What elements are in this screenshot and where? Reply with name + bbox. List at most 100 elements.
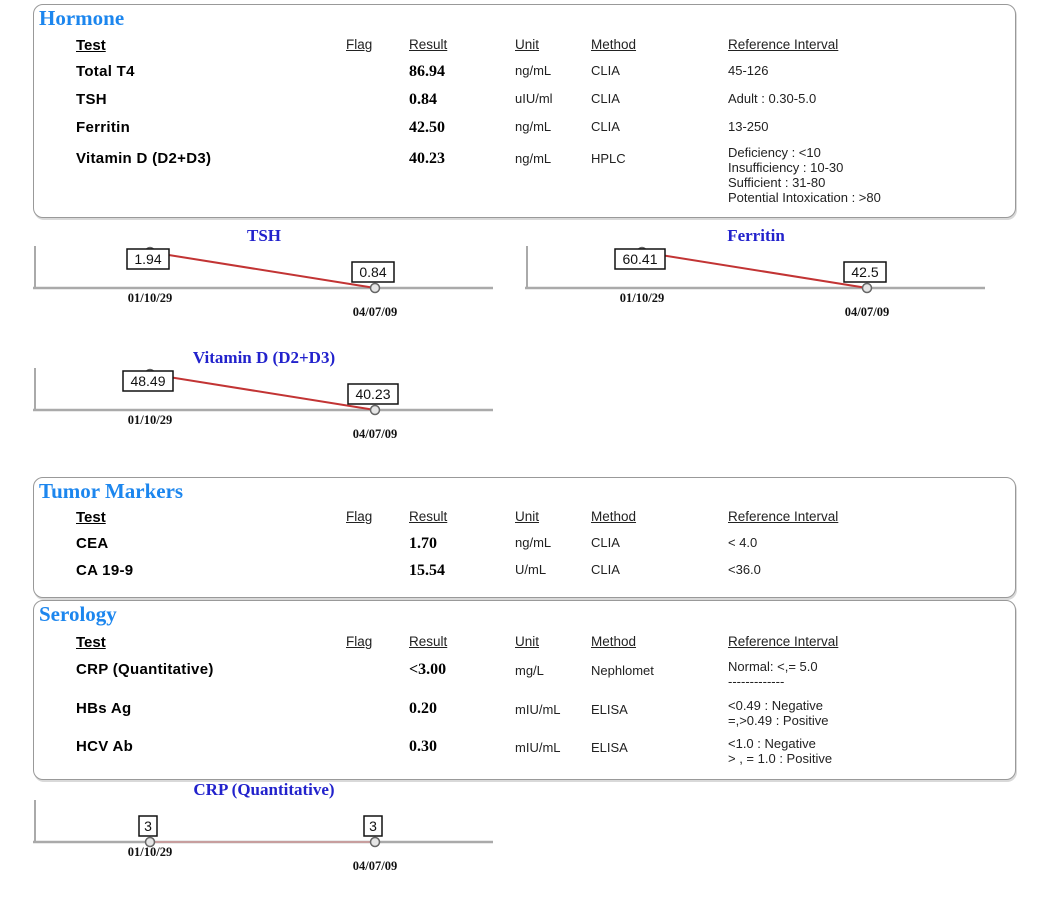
test-name: HBs Ag: [76, 700, 132, 717]
unit-value: uIU/ml: [515, 91, 553, 106]
unit-value: ng/mL: [515, 63, 552, 78]
result-value: <3.00: [409, 661, 447, 678]
result-value: 42.50: [409, 119, 445, 136]
unit-value: ng/mL: [515, 119, 552, 134]
reference-value: Deficiency : <10 Insufficiency : 10-30 S…: [728, 145, 881, 205]
test-name: TSH: [76, 91, 107, 108]
reference-value: <1.0 : Negative > , = 1.0 : Positive: [728, 736, 832, 766]
reference-line: > , = 1.0 : Positive: [728, 751, 833, 766]
method-value: ELISA: [591, 702, 628, 717]
reference-line: <0.49 : Negative: [728, 698, 824, 713]
reference-line: Sufficient : 31-80: [728, 175, 826, 190]
svg-text:04/07/09: 04/07/09: [845, 305, 889, 319]
unit-value: U/mL: [515, 562, 547, 577]
column-header-test: Test: [76, 509, 106, 526]
svg-text:01/10/29: 01/10/29: [128, 845, 172, 859]
test-name: CEA: [76, 535, 109, 552]
column-header-test: Test: [76, 37, 106, 54]
svg-text:04/07/09: 04/07/09: [353, 859, 397, 873]
svg-text:04/07/09: 04/07/09: [353, 427, 397, 441]
trend-plot: 3 3 01/10/29 04/07/09: [33, 800, 493, 873]
chart-title: TSH: [246, 226, 282, 245]
svg-text:60.41: 60.41: [622, 251, 657, 267]
column-header-flag: Flag: [346, 634, 373, 649]
result-value: 86.94: [409, 63, 445, 80]
unit-value: ng/mL: [515, 535, 552, 550]
method-value: CLIA: [591, 119, 620, 134]
trend-chart-tsh: TSH 1.94 0.84 01/10/29 04/07/09: [33, 226, 495, 328]
test-name: Total T4: [76, 63, 135, 80]
column-header-reference: Reference Interval: [728, 509, 839, 524]
reference-value: Adult : 0.30-5.0: [728, 91, 817, 106]
svg-text:3: 3: [369, 818, 377, 834]
trend-chart-ferritin: Ferritin 60.41 42.5 01/10/29 04/07/09: [525, 226, 987, 328]
column-header-result: Result: [409, 37, 448, 52]
column-header-result: Result: [409, 634, 448, 649]
column-header-flag: Flag: [346, 509, 373, 524]
result-value: 40.23: [409, 150, 445, 167]
method-value: Nephlomet: [591, 663, 654, 678]
reference-line: Deficiency : <10: [728, 145, 821, 160]
section-title-serology: Serology: [39, 602, 117, 626]
method-value: CLIA: [591, 91, 620, 106]
column-header-flag: Flag: [346, 37, 373, 52]
svg-text:01/10/29: 01/10/29: [128, 291, 172, 305]
method-value: CLIA: [591, 562, 620, 577]
reference-value: 45-126: [728, 63, 769, 78]
reference-line: Insufficiency : 10-30: [728, 160, 844, 175]
column-header-unit: Unit: [515, 634, 540, 649]
svg-text:04/07/09: 04/07/09: [353, 305, 397, 319]
chart-title: CRP (Quantitative): [193, 780, 335, 799]
trend-plot: 1.94 0.84 01/10/29 04/07/09: [33, 246, 493, 319]
svg-text:0.84: 0.84: [359, 264, 386, 280]
method-value: HPLC: [591, 151, 626, 166]
svg-text:1.94: 1.94: [134, 251, 161, 267]
test-name: HCV Ab: [76, 738, 134, 755]
column-header-result: Result: [409, 509, 448, 524]
column-header-reference: Reference Interval: [728, 37, 839, 52]
trend-chart-crp: CRP (Quantitative) 3 3 01/10/29 04/07/09: [33, 780, 495, 882]
section-title-hormone: Hormone: [39, 6, 125, 30]
column-header-method: Method: [591, 634, 637, 649]
trend-plot: 48.49 40.23 01/10/29 04/07/09: [33, 368, 493, 441]
trend-chart-vitamin-d: Vitamin D (D2+D3) 48.49 40.23 01/10/29 04/0…: [33, 348, 495, 450]
column-header-method: Method: [591, 509, 637, 524]
reference-value: <0.49 : Negative =,>0.49 : Positive: [728, 698, 828, 728]
method-value: CLIA: [591, 535, 620, 550]
test-name: Vitamin D (D2+D3): [76, 150, 212, 167]
panel-hormone: Hormone Test Flag Result Unit Method Ref…: [33, 4, 1016, 218]
reference-value: Normal: <,= 5.0 -------------: [728, 659, 818, 689]
unit-value: mg/L: [515, 663, 544, 678]
test-name: Ferritin: [76, 119, 131, 136]
svg-text:3: 3: [144, 818, 152, 834]
panel-serology: Serology Test Flag Result Unit Method Re…: [33, 600, 1016, 780]
reference-line: -------------: [728, 674, 785, 689]
column-header-method: Method: [591, 37, 637, 52]
unit-value: mIU/mL: [515, 702, 561, 717]
result-value: 0.30: [409, 738, 437, 755]
column-header-unit: Unit: [515, 37, 540, 52]
svg-text:01/10/29: 01/10/29: [128, 413, 172, 427]
method-value: ELISA: [591, 740, 628, 755]
column-header-test: Test: [76, 634, 106, 651]
result-value: 1.70: [409, 535, 437, 552]
result-value: 0.20: [409, 700, 437, 717]
reference-line: <1.0 : Negative: [728, 736, 816, 751]
reference-line: Potential Intoxication : >80: [728, 190, 881, 205]
reference-line: Normal: <,= 5.0: [728, 659, 818, 674]
reference-value: <36.0: [728, 562, 761, 577]
trend-plot: 60.41 42.5 01/10/29 04/07/09: [525, 246, 985, 319]
test-name: CRP (Quantitative): [76, 661, 214, 678]
unit-value: mIU/mL: [515, 740, 561, 755]
chart-title: Vitamin D (D2+D3): [192, 348, 336, 367]
chart-title: Ferritin: [727, 226, 785, 245]
test-name: CA 19-9: [76, 562, 134, 579]
column-header-unit: Unit: [515, 509, 540, 524]
svg-text:40.23: 40.23: [355, 386, 390, 402]
reference-value: < 4.0: [728, 535, 758, 550]
method-value: CLIA: [591, 63, 620, 78]
unit-value: ng/mL: [515, 151, 552, 166]
svg-text:42.5: 42.5: [851, 264, 878, 280]
reference-line: =,>0.49 : Positive: [728, 713, 829, 728]
result-value: 15.54: [409, 562, 445, 579]
